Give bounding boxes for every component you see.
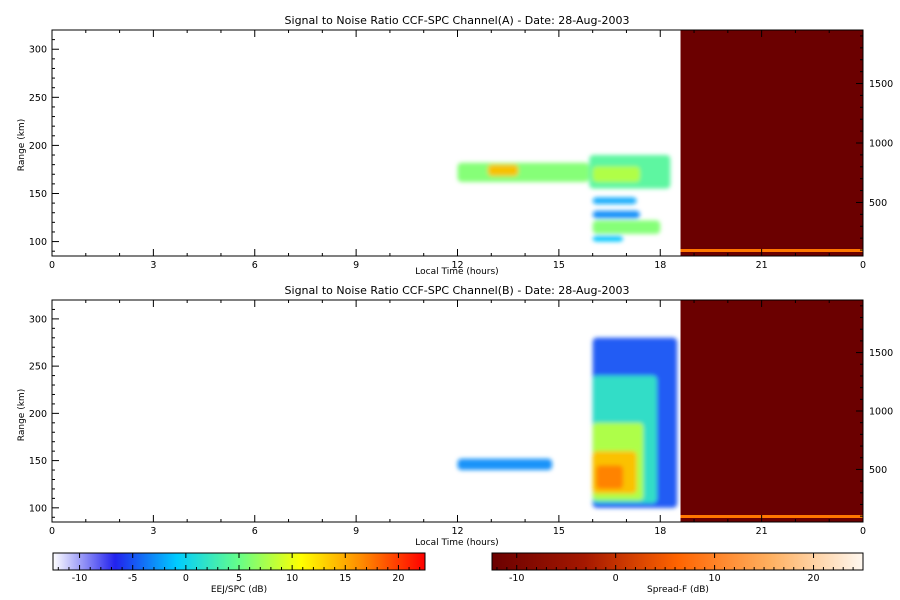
panel-a-title: Signal to Noise Ratio CCF-SPC Channel(A)… [285, 14, 630, 27]
snr-echo [457, 458, 553, 471]
panel-a-plot: 0 3 6 9 12 15 18 21 0 100 150 200 250 300 500 1000 1500 [29, 29, 893, 271]
x-tick-label: 0 [860, 260, 866, 271]
x-tick-label: 9 [353, 260, 359, 271]
x-tick-label: 15 [553, 526, 565, 537]
panel-b-plot: 0 3 6 9 12 15 18 21 0 100 150 200 250 300 500 1000 1500 [29, 299, 893, 537]
colorbar-tick-label: 10 [286, 573, 298, 584]
panel-b-ylabel: Range (km) [17, 389, 27, 441]
snr-echo [457, 162, 590, 182]
y2-tick-label: 1000 [869, 407, 893, 418]
snr-echo [592, 220, 661, 234]
y-tick-label: 100 [29, 503, 47, 514]
x-tick-label: 15 [553, 260, 565, 271]
x-tick-label: 12 [451, 260, 463, 271]
colorbar-tick-label: -10 [509, 573, 525, 584]
colorbar-tick-label: 20 [807, 573, 819, 584]
x-tick-label: 6 [252, 526, 258, 537]
colorbar-spreadf-scale [491, 552, 864, 571]
snr-echo-group [457, 337, 678, 508]
x-tick-label: 3 [150, 260, 156, 271]
y-tick-label: 250 [29, 93, 47, 104]
colorbar-spreadf-label: Spread-F (dB) [647, 585, 709, 595]
y2-tick-label: 1500 [869, 348, 893, 359]
snr-echo [596, 465, 624, 489]
y-tick-label: 250 [29, 362, 47, 373]
snr-echo [592, 197, 637, 205]
spread-f-region [680, 300, 863, 522]
y-tick-label: 200 [29, 409, 47, 420]
x-tick-label: 3 [150, 526, 156, 537]
colorbar-eej-label: EEJ/SPC (dB) [211, 585, 267, 595]
colorbar-tick-label: -10 [72, 573, 88, 584]
y2-tick-label: 500 [869, 465, 887, 476]
y-tick-label: 150 [29, 456, 47, 467]
colorbar-spreadf: -10 0 10 20 Spread-F (dB) [491, 552, 864, 595]
spread-f-trace [680, 249, 863, 252]
y2-tick-label: 500 [869, 198, 887, 209]
colorbar-tick-label: 15 [339, 573, 351, 584]
colorbar-tick-label: 0 [183, 573, 189, 584]
snr-echo [592, 210, 640, 219]
colorbar-eej: -10 -5 0 5 10 15 20 EEJ/SPC (dB) [52, 552, 426, 595]
panel-b: Signal to Noise Ratio CCF-SPC Channel(B)… [17, 284, 893, 548]
y-tick-label: 150 [29, 189, 47, 200]
snr-echo [487, 164, 519, 177]
snr-echo-group [457, 155, 671, 242]
colorbar-tick-label: 20 [392, 573, 404, 584]
y-tick-label: 300 [29, 45, 47, 56]
colorbar-tick-label: 10 [709, 573, 721, 584]
panel-a-xlabel: Local Time (hours) [415, 267, 498, 277]
y2-tick-label: 1000 [869, 139, 893, 150]
x-tick-label: 21 [756, 260, 768, 271]
x-tick-label: 6 [252, 260, 258, 271]
x-tick-label: 0 [49, 260, 55, 271]
x-tick-label: 18 [654, 260, 666, 271]
y-tick-label: 300 [29, 314, 47, 325]
panel-a: Signal to Noise Ratio CCF-SPC Channel(A)… [17, 14, 893, 277]
snr-echo [592, 166, 640, 182]
panel-a-ylabel: Range (km) [17, 119, 27, 171]
x-tick-label: 18 [654, 526, 666, 537]
spread-f-region [680, 30, 863, 256]
y-tick-label: 100 [29, 237, 47, 248]
x-tick-label: 0 [49, 526, 55, 537]
colorbar-eej-ticks: -10 -5 0 5 10 15 20 [57, 553, 421, 584]
snr-echo [592, 235, 624, 242]
colorbar-tick-label: 5 [236, 573, 242, 584]
y2-tick-label: 1500 [869, 79, 893, 90]
x-tick-label: 0 [860, 526, 866, 537]
colorbar-spreadf-ticks: -10 0 10 20 [496, 553, 864, 584]
x-tick-label: 12 [451, 526, 463, 537]
colorbar-tick-label: -5 [128, 573, 137, 584]
spread-f-trace [680, 515, 863, 518]
x-tick-label: 21 [756, 526, 768, 537]
colorbar-tick-label: 0 [613, 573, 619, 584]
panel-b-title: Signal to Noise Ratio CCF-SPC Channel(B)… [285, 284, 630, 297]
panel-b-xlabel: Local Time (hours) [415, 538, 498, 548]
y-tick-label: 200 [29, 141, 47, 152]
x-tick-label: 9 [353, 526, 359, 537]
